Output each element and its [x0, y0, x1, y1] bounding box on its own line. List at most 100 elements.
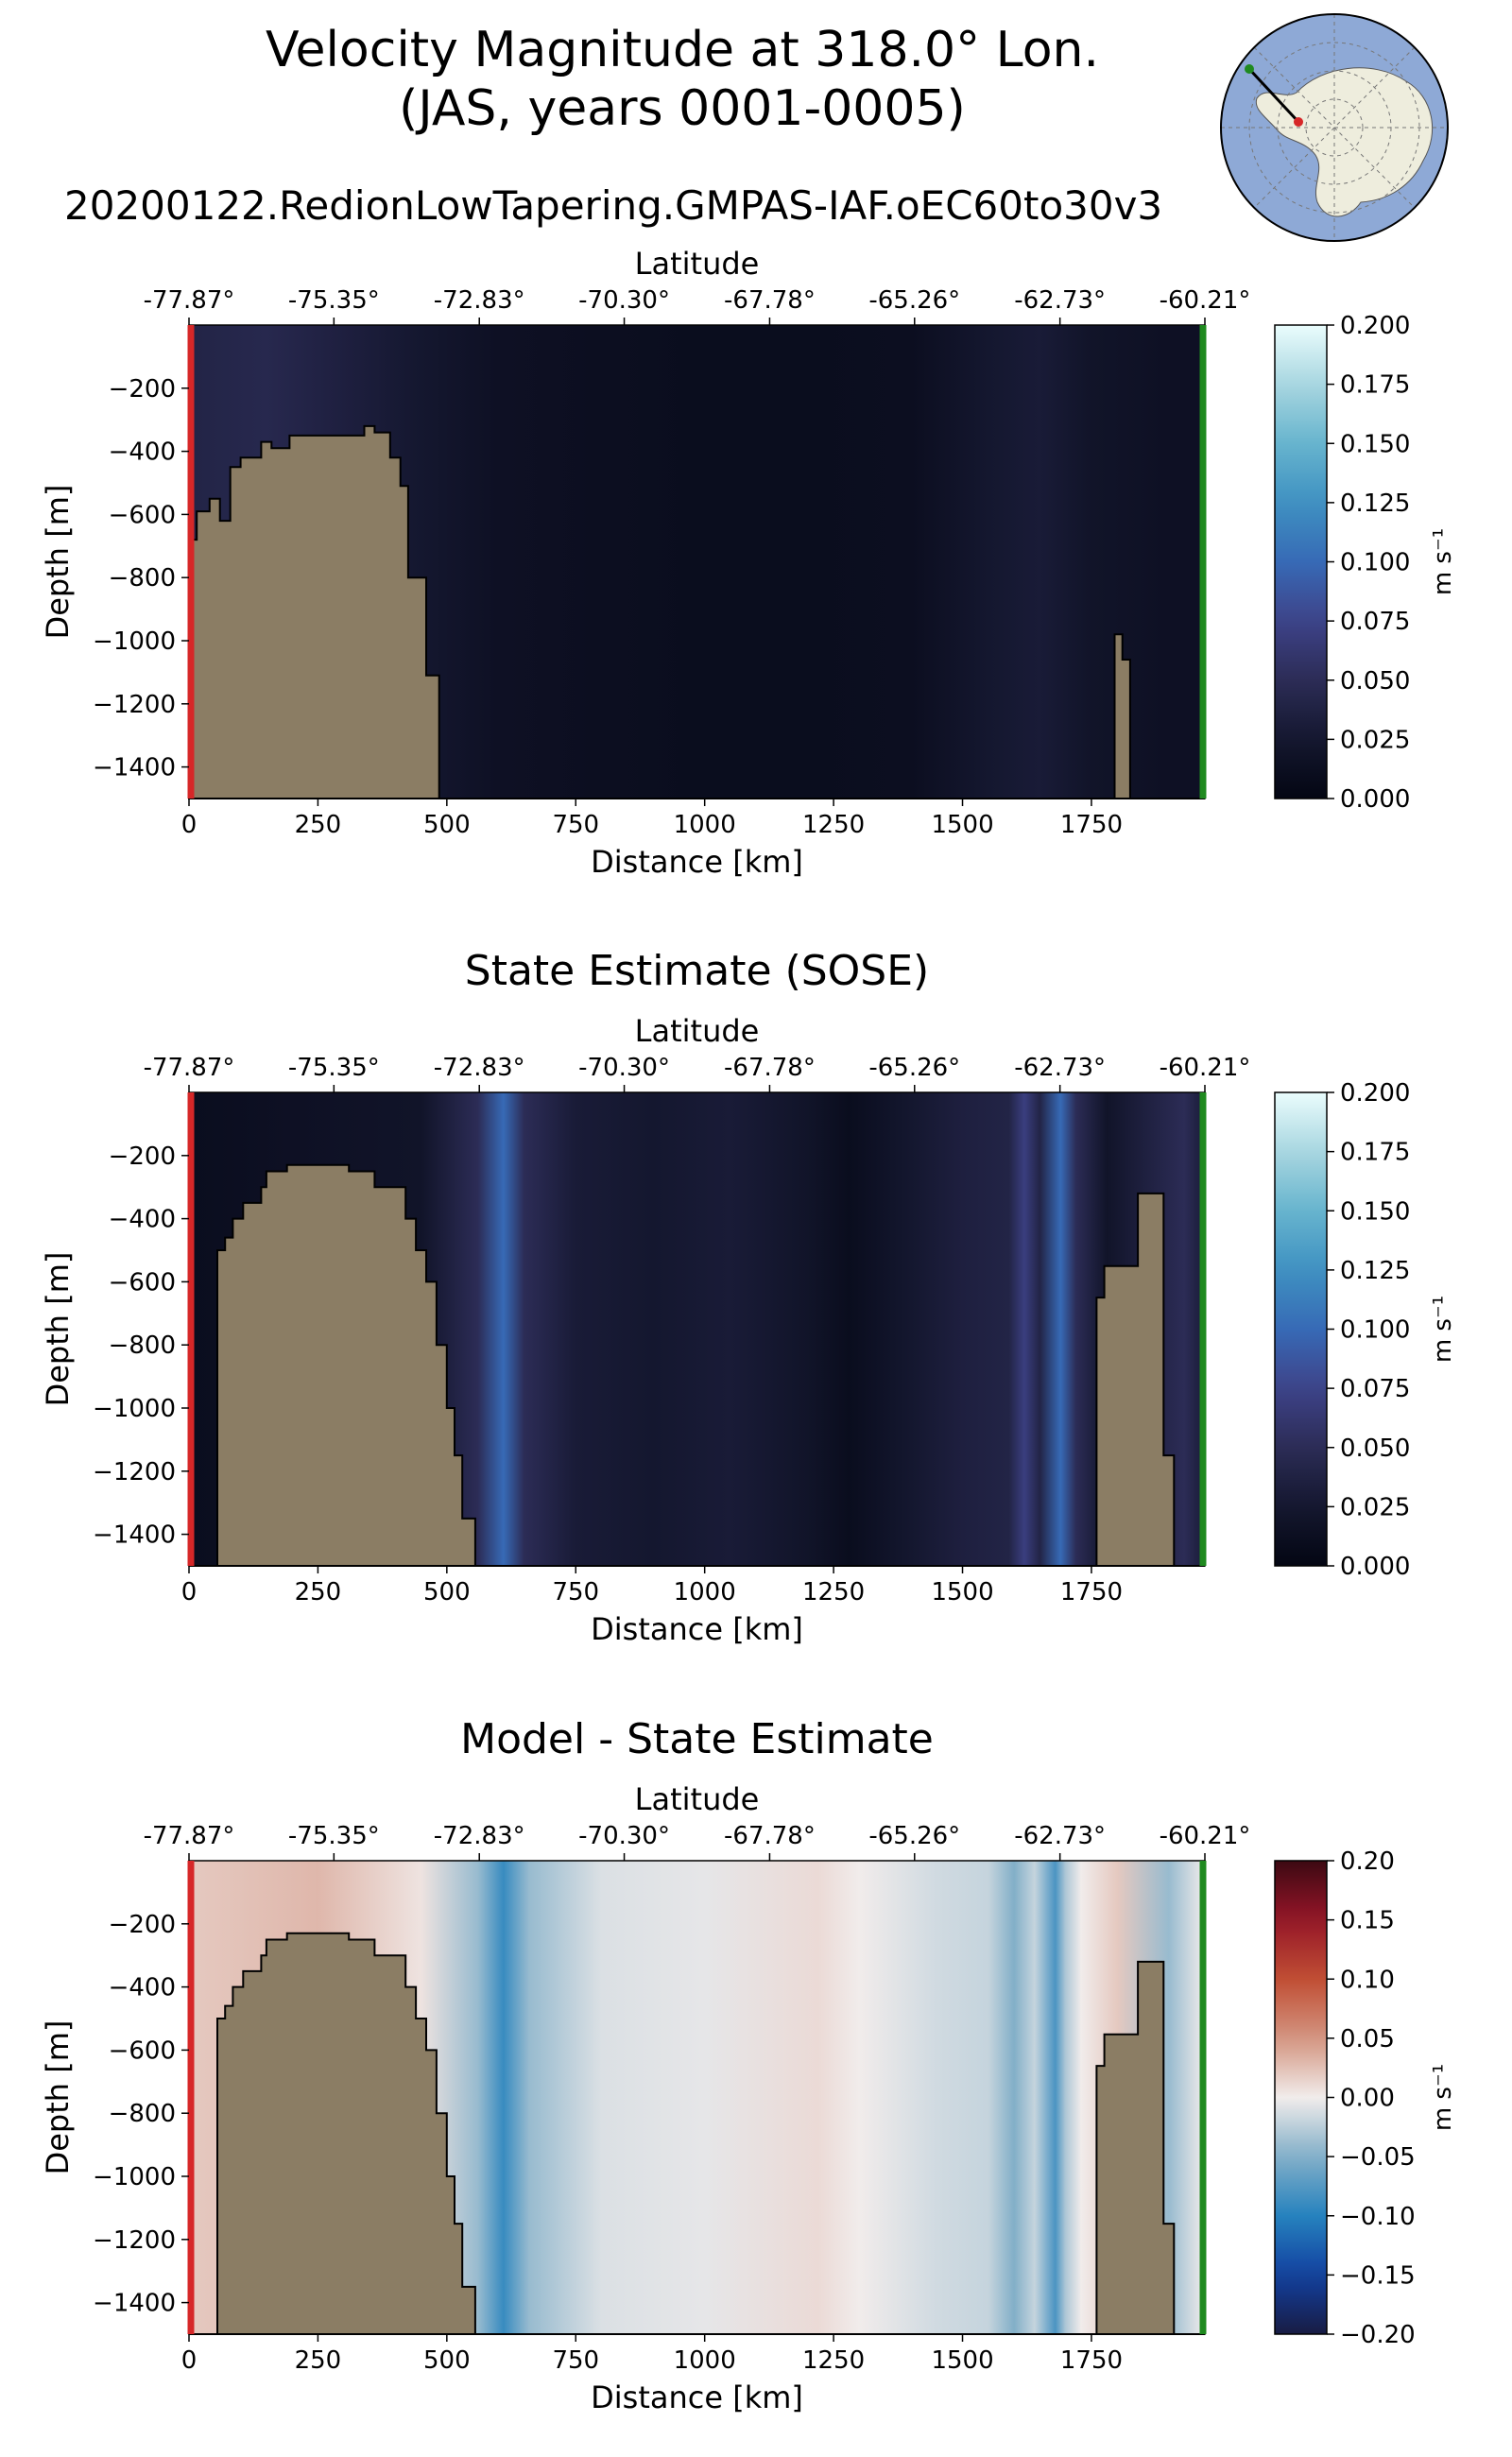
lat-tick-label: -65.26° — [868, 1822, 960, 1850]
colorbar-tick-label: 0.175 — [1340, 371, 1410, 400]
figure-title-line2: (JAS, years 0001-0005) — [399, 80, 966, 137]
x-tick-label: 1250 — [802, 1578, 865, 1606]
bathymetry-land — [188, 424, 1205, 799]
polar-inset-map — [1220, 13, 1449, 242]
colorbar-tick-label: −0.10 — [1340, 2203, 1416, 2231]
colorbar-tick-label: 0.025 — [1340, 726, 1410, 754]
y-tick-label: −200 — [109, 1143, 176, 1171]
map-graticule — [1221, 14, 1448, 241]
colorbar-tick-label: 0.200 — [1340, 1079, 1410, 1108]
lat-tick-label: -70.30° — [578, 1054, 670, 1082]
colorbar-tick-label: 0.150 — [1340, 1197, 1410, 1226]
x-tick-label: 1000 — [674, 2346, 736, 2375]
lat-tick-label: -75.35° — [288, 286, 380, 315]
figure-title-line1: Velocity Magnitude at 318.0° Lon. — [266, 22, 1099, 78]
colorbar-tick-label: 0.100 — [1340, 549, 1410, 577]
y-tick-label: −400 — [109, 1206, 176, 1234]
x-tick-label: 250 — [295, 811, 342, 839]
colorbar-tick-label: 0.150 — [1340, 430, 1410, 458]
colorbar-tick-label: 0.050 — [1340, 667, 1410, 696]
lat-tick-label: -70.30° — [578, 286, 670, 315]
y-tick-label: −1200 — [93, 691, 176, 719]
x-tick-label: 750 — [552, 2346, 599, 2375]
colorbar — [1274, 1091, 1328, 1567]
y-tick-label: −600 — [109, 1268, 176, 1297]
colorbar-tick-label: 0.00 — [1340, 2085, 1395, 2113]
lat-tick-label: -75.35° — [288, 1054, 380, 1082]
bathymetry-land — [189, 1932, 1205, 2335]
lat-tick-label: -77.87° — [144, 1822, 235, 1850]
x-axis-label: Distance [km] — [591, 844, 803, 880]
colorbar-label: m s⁻¹ — [1429, 1296, 1457, 1363]
y-tick-label: −800 — [109, 564, 176, 593]
colorbar-tick-label: 0.025 — [1340, 1493, 1410, 1521]
y-tick-label: −1200 — [93, 2226, 176, 2255]
x-tick-label: 750 — [552, 1578, 599, 1606]
colorbar-tick-label: 0.000 — [1340, 785, 1410, 814]
y-tick-label: −400 — [109, 438, 176, 467]
y-tick-label: −1000 — [93, 627, 176, 656]
colorbar-tick-label: −0.05 — [1340, 2143, 1416, 2172]
lat-tick-label: -60.21° — [1160, 1054, 1251, 1082]
colorbar-tick-label: 0.10 — [1340, 1966, 1395, 1994]
y-tick-label: −200 — [109, 1911, 176, 1939]
x-tick-label: 1750 — [1060, 1578, 1123, 1606]
lat-tick-label: -65.26° — [868, 286, 960, 315]
y-tick-label: −1400 — [93, 754, 176, 782]
x-tick-label: 1000 — [674, 1578, 736, 1606]
x-tick-label: 250 — [295, 1578, 342, 1606]
y-axis-label: Depth [m] — [40, 2020, 76, 2175]
panel-3: 0 250 500 750 1000 1250 1500 1750 −200 −400 −600 −8… — [40, 1715, 1457, 2415]
x-tick-label: 1000 — [674, 811, 736, 839]
panel-title: Model - State Estimate — [460, 1715, 934, 1763]
y-tick-label: −1000 — [93, 2163, 176, 2191]
top-axis-label: Latitude — [635, 1013, 760, 1049]
x-tick-label: 1750 — [1060, 811, 1123, 839]
lat-tick-label: -77.87° — [144, 286, 235, 315]
x-tick-label: 1500 — [931, 2346, 993, 2375]
lat-tick-label: -67.78° — [724, 286, 816, 315]
lat-tick-label: -62.73° — [1014, 1054, 1106, 1082]
colorbar-tick-label: 0.125 — [1340, 1257, 1410, 1285]
colorbar-tick-label: 0.050 — [1340, 1435, 1410, 1463]
lat-tick-label: -72.83° — [434, 1822, 525, 1850]
x-tick-label: 1750 — [1060, 2346, 1123, 2375]
top-axis-label: Latitude — [635, 246, 760, 282]
run-name: 20200122.RedionLowTapering.GMPAS-IAF.oEC… — [64, 182, 1162, 229]
y-tick-label: −800 — [109, 1332, 176, 1360]
x-tick-label: 0 — [181, 1578, 198, 1606]
y-tick-label: −1200 — [93, 1458, 176, 1486]
lat-tick-label: -77.87° — [144, 1054, 235, 1082]
y-tick-label: −400 — [109, 1974, 176, 2002]
lat-tick-label: -67.78° — [724, 1822, 816, 1850]
x-tick-label: 500 — [423, 2346, 471, 2375]
lat-tick-label: -70.30° — [578, 1822, 670, 1850]
y-axis-label: Depth [m] — [40, 1252, 76, 1407]
x-tick-label: 750 — [552, 811, 599, 839]
colorbar-label: m s⁻¹ — [1429, 2064, 1457, 2131]
lat-tick-label: -72.83° — [434, 1054, 525, 1082]
colorbar-tick-label: 0.125 — [1340, 490, 1410, 518]
x-tick-label: 1250 — [802, 2346, 865, 2375]
lat-tick-label: -60.21° — [1160, 286, 1251, 315]
colorbar-tick-label: 0.075 — [1340, 1375, 1410, 1403]
lat-tick-label: -67.78° — [724, 1054, 816, 1082]
panel-1: 0 250 500 750 1000 1250 1500 1750 −200 −400 −600 −8… — [40, 246, 1457, 880]
y-tick-label: −1400 — [93, 1521, 176, 1550]
lat-tick-label: -62.73° — [1014, 286, 1106, 315]
colorbar — [1274, 324, 1328, 799]
panel-2: 0 250 500 750 1000 1250 1500 1750 −200 −400 −600 −8… — [40, 947, 1457, 1647]
lat-tick-label: -65.26° — [868, 1054, 960, 1082]
bathymetry-land — [189, 1163, 1205, 1567]
y-tick-label: −1000 — [93, 1395, 176, 1423]
lat-tick-label: -75.35° — [288, 1822, 380, 1850]
colorbar-tick-label: 0.075 — [1340, 608, 1410, 636]
colorbar-tick-label: 0.100 — [1340, 1316, 1410, 1345]
colorbar-tick-label: 0.05 — [1340, 2025, 1395, 2053]
section-end-marker — [1245, 64, 1254, 74]
lat-tick-label: -72.83° — [434, 286, 525, 315]
colorbar — [1274, 1860, 1328, 2335]
x-axis-label: Distance [km] — [591, 2380, 803, 2415]
x-tick-label: 1500 — [931, 811, 993, 839]
